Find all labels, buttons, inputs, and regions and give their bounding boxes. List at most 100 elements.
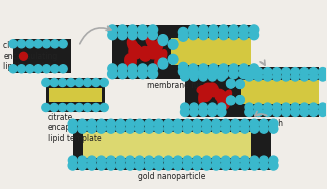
Circle shape <box>199 64 208 73</box>
Circle shape <box>43 40 50 48</box>
Circle shape <box>118 69 127 79</box>
Circle shape <box>239 31 249 40</box>
Circle shape <box>108 25 117 34</box>
Circle shape <box>145 156 153 165</box>
Circle shape <box>126 125 134 133</box>
Circle shape <box>88 125 96 133</box>
Ellipse shape <box>154 39 163 53</box>
Circle shape <box>158 59 168 69</box>
Text: nanodisk growth: nanodisk growth <box>219 119 284 128</box>
Circle shape <box>164 125 173 133</box>
Circle shape <box>68 161 77 170</box>
Ellipse shape <box>221 90 232 105</box>
Circle shape <box>221 125 230 133</box>
Circle shape <box>128 69 137 79</box>
Circle shape <box>116 125 125 133</box>
Circle shape <box>282 73 290 81</box>
Circle shape <box>208 103 216 111</box>
Ellipse shape <box>203 83 214 93</box>
Circle shape <box>209 31 218 40</box>
Circle shape <box>42 103 50 112</box>
Circle shape <box>221 161 230 170</box>
Circle shape <box>202 156 211 165</box>
Circle shape <box>189 31 198 40</box>
Circle shape <box>209 69 218 79</box>
Circle shape <box>118 64 127 73</box>
Circle shape <box>300 108 309 116</box>
Circle shape <box>145 161 154 170</box>
Circle shape <box>42 78 50 87</box>
Circle shape <box>282 68 290 76</box>
Circle shape <box>168 40 178 49</box>
Circle shape <box>75 103 83 112</box>
Circle shape <box>118 31 127 40</box>
Circle shape <box>250 125 259 133</box>
Circle shape <box>208 68 217 76</box>
FancyArrowPatch shape <box>80 26 111 44</box>
Bar <box>112 25 251 79</box>
Circle shape <box>164 161 173 170</box>
Circle shape <box>291 73 299 81</box>
Circle shape <box>34 40 42 48</box>
Circle shape <box>9 40 17 48</box>
Ellipse shape <box>139 46 150 60</box>
Circle shape <box>250 161 259 170</box>
Ellipse shape <box>202 87 213 101</box>
Circle shape <box>100 103 108 112</box>
Circle shape <box>300 73 308 81</box>
Circle shape <box>202 119 211 128</box>
Circle shape <box>198 25 208 34</box>
Circle shape <box>199 103 207 111</box>
Circle shape <box>231 119 240 128</box>
Ellipse shape <box>146 35 155 49</box>
Circle shape <box>260 125 268 133</box>
Circle shape <box>219 31 228 40</box>
Circle shape <box>118 25 127 34</box>
Circle shape <box>126 119 134 128</box>
Circle shape <box>249 25 259 34</box>
Circle shape <box>116 119 125 128</box>
Circle shape <box>108 64 117 73</box>
Circle shape <box>52 93 57 98</box>
Circle shape <box>309 108 318 116</box>
Circle shape <box>199 68 208 76</box>
Circle shape <box>227 80 235 88</box>
Circle shape <box>318 108 327 116</box>
Circle shape <box>240 156 249 165</box>
Circle shape <box>291 68 300 76</box>
Circle shape <box>199 31 208 40</box>
Circle shape <box>221 119 230 128</box>
Circle shape <box>154 125 163 133</box>
Circle shape <box>318 103 327 111</box>
Circle shape <box>236 80 244 88</box>
Circle shape <box>189 69 198 79</box>
Circle shape <box>236 96 244 104</box>
Circle shape <box>78 161 87 170</box>
Circle shape <box>318 68 327 76</box>
Text: gold nanoparticle: gold nanoparticle <box>138 172 206 181</box>
Circle shape <box>269 156 278 165</box>
Circle shape <box>300 68 309 76</box>
Circle shape <box>126 161 134 170</box>
Circle shape <box>78 119 87 128</box>
Circle shape <box>135 119 144 128</box>
Circle shape <box>309 73 318 81</box>
Circle shape <box>190 73 198 81</box>
Circle shape <box>264 103 272 111</box>
Circle shape <box>198 69 208 79</box>
Circle shape <box>128 31 137 40</box>
Circle shape <box>51 65 59 73</box>
Circle shape <box>17 40 26 48</box>
Circle shape <box>231 161 240 170</box>
Circle shape <box>154 156 163 165</box>
Circle shape <box>183 161 192 170</box>
Circle shape <box>269 119 278 128</box>
Circle shape <box>78 125 87 133</box>
Circle shape <box>245 103 253 111</box>
Circle shape <box>181 68 189 76</box>
Circle shape <box>158 58 167 67</box>
Circle shape <box>202 125 211 133</box>
Circle shape <box>199 108 208 116</box>
Circle shape <box>240 125 249 133</box>
Circle shape <box>291 103 299 111</box>
